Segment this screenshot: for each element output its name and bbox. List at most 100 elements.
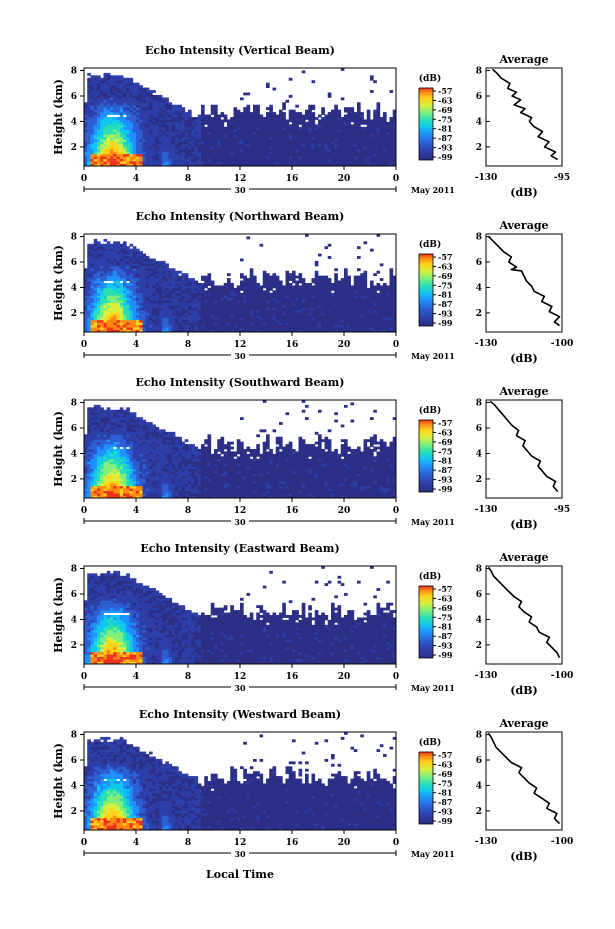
- x-tick-label: 8: [185, 174, 191, 184]
- month-label: May 2011: [411, 517, 455, 527]
- profile-y-tick-label: 8: [476, 565, 482, 575]
- colorbar-unit: (dB): [419, 737, 441, 748]
- profile-y-tick-label: 6: [476, 590, 482, 600]
- profile-frame: [485, 399, 563, 499]
- profile-y-tick-label: 8: [476, 67, 482, 77]
- x-tick-label: 0: [81, 672, 87, 682]
- x-tick-label: 12: [234, 506, 247, 516]
- colorbar-tick-label: -87: [438, 133, 452, 143]
- x-tick-label: 0: [393, 340, 399, 350]
- date-label: 30: [234, 517, 246, 527]
- x-tick-label: 12: [234, 340, 247, 350]
- profile-y-tick-label: 4: [476, 781, 482, 791]
- date-label: 30: [234, 683, 246, 693]
- panel-1: Echo Intensity (Vertical Beam) 2 4 6 8 Height…: [52, 44, 570, 199]
- colorbar-tick-label: -75: [438, 778, 452, 788]
- profile-x-label: (dB): [510, 518, 537, 531]
- profile-x-label: (dB): [510, 684, 537, 697]
- x-tick-label: 12: [234, 672, 247, 682]
- colorbar-tick-label: -63: [438, 759, 453, 769]
- profile-y-tick-label: 4: [476, 283, 482, 293]
- profile-y-tick-label: 4: [476, 117, 482, 127]
- y-tick-label: 4: [71, 283, 77, 293]
- x-tick-label: 16: [286, 506, 299, 516]
- profile-frame: [485, 565, 563, 665]
- colorbar-tick-label: -87: [438, 465, 452, 475]
- colorbar-tick-label: -81: [438, 788, 452, 798]
- colorbar-tick-label: -57: [438, 418, 452, 428]
- x-tick-label: 20: [338, 838, 351, 848]
- date-label-bg: [231, 349, 249, 360]
- colorbar-tick-label: -75: [438, 280, 452, 290]
- colorbar-tick-label: -93: [438, 475, 453, 485]
- profile-y-tick-label: 8: [476, 399, 482, 409]
- x-tick-label: 12: [234, 838, 247, 848]
- colorbar: [418, 419, 434, 493]
- y-tick-label: 2: [71, 475, 77, 485]
- colorbar-tick-label: -99: [438, 816, 453, 826]
- colorbar-tick-label: -99: [438, 484, 453, 494]
- x-tick-label: 0: [393, 174, 399, 184]
- colorbar-tick-label: -57: [438, 252, 452, 262]
- colorbar-tick-label: -99: [438, 152, 453, 162]
- profile-x-tick-label: -130: [475, 837, 498, 847]
- colorbar-tick-label: -63: [438, 95, 453, 105]
- profile-x-tick-label: -100: [551, 671, 574, 681]
- x-tick-label: 20: [338, 174, 351, 184]
- colorbar-tick-label: -69: [438, 769, 453, 779]
- colorbar-tick-label: -57: [438, 584, 452, 594]
- profile-line: [491, 68, 559, 161]
- colorbar: [418, 585, 434, 659]
- y-axis-label: Height (km): [52, 411, 65, 487]
- profile-y-tick-label: 4: [476, 615, 482, 625]
- heatmap-cells: [84, 732, 397, 831]
- y-tick-label: 2: [71, 641, 77, 651]
- colorbar-unit: (dB): [419, 405, 441, 416]
- colorbar-unit: (dB): [419, 73, 441, 84]
- profile-line: [487, 566, 561, 658]
- y-tick-label: 6: [71, 590, 77, 600]
- colorbar-tick-label: -87: [438, 631, 452, 641]
- profile-x-tick-label: -100: [551, 339, 574, 349]
- y-tick-label: 2: [71, 143, 77, 153]
- y-tick-label: 8: [71, 565, 77, 575]
- heatmap-cells: [84, 234, 397, 333]
- date-label-bg: [231, 681, 249, 692]
- colorbar-tick-label: -69: [438, 105, 453, 115]
- y-tick-label: 2: [71, 807, 77, 817]
- heatmap-title: Echo Intensity (Eastward Beam): [140, 542, 339, 555]
- x-tick-label: 16: [286, 838, 299, 848]
- month-label: May 2011: [411, 185, 455, 195]
- date-label-bg: [231, 847, 249, 858]
- profile-x-label: (dB): [510, 850, 537, 863]
- x-tick-label: 4: [133, 506, 139, 516]
- x-tick-label: 0: [81, 506, 87, 516]
- profile-x-tick-label: -130: [475, 173, 498, 183]
- profile-title: Average: [498, 551, 548, 564]
- colorbar-tick-label: -99: [438, 650, 453, 660]
- profile-y-tick-label: 6: [476, 92, 482, 102]
- heatmap-cells: [84, 400, 397, 499]
- month-label: May 2011: [411, 683, 455, 693]
- colorbar-tick-label: -75: [438, 114, 452, 124]
- y-axis-label: Height (km): [52, 577, 65, 653]
- profile-x-tick-label: -130: [475, 505, 498, 515]
- profile-frame: [485, 731, 563, 831]
- profile-x-tick-label: -95: [554, 173, 570, 183]
- profile-frame: [485, 67, 563, 167]
- x-tick-label: 8: [185, 506, 191, 516]
- profile-title: Average: [498, 385, 548, 398]
- profile-y-tick-label: 6: [476, 258, 482, 268]
- y-axis-label: Height (km): [52, 79, 65, 155]
- colorbar-tick-label: -57: [438, 86, 452, 96]
- panel-3: Echo Intensity (Southward Beam) 2 4 6 8 Heigh…: [52, 376, 570, 531]
- x-tick-label: 0: [393, 838, 399, 848]
- y-tick-label: 6: [71, 756, 77, 766]
- x-tick-label: 0: [81, 174, 87, 184]
- date-label: 30: [234, 351, 246, 361]
- y-tick-label: 4: [71, 615, 77, 625]
- profile-frame: [485, 233, 563, 333]
- profile-x-tick-label: -95: [554, 505, 570, 515]
- colorbar-tick-label: -75: [438, 612, 452, 622]
- colorbar-tick-label: -93: [438, 807, 453, 817]
